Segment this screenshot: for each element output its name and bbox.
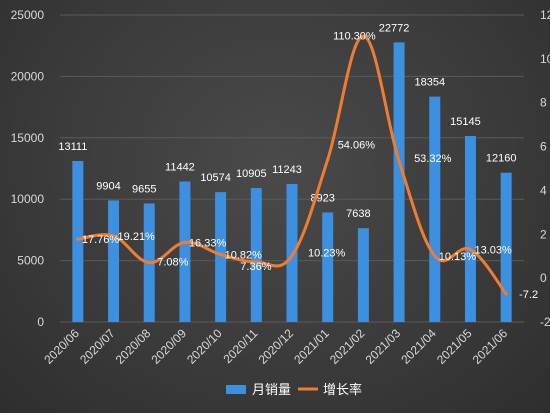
bar — [72, 160, 84, 322]
line-value-label: 110.30% — [333, 30, 376, 42]
bar-value-label: 11442 — [165, 161, 195, 173]
x-axis-tick-label: 2021/03 — [363, 326, 404, 367]
bar — [215, 192, 227, 322]
line-value-label: 7.08% — [157, 257, 188, 269]
line-value-label: 10.13% — [439, 251, 477, 263]
line-value-label: -7.2 — [519, 289, 538, 301]
x-axis-tick-label: 2020/10 — [184, 326, 225, 367]
line-point — [468, 247, 473, 252]
line-point — [111, 234, 116, 238]
bar — [464, 136, 476, 322]
line-value-label: 17.76% — [82, 234, 120, 246]
bar — [393, 42, 405, 323]
bar-value-label: 11243 — [272, 164, 302, 176]
line-point — [397, 159, 401, 163]
right-axis-tick-label: 8 — [540, 96, 547, 110]
x-axis-tick-label: 2021/02 — [327, 326, 368, 367]
legend-label-line: 增长率 — [323, 382, 362, 397]
line-value-label: 16.33% — [189, 237, 227, 249]
right-axis-ticks: -2 0 2 4 6 8 10 12 — [540, 8, 550, 329]
x-axis-tick-label: 2020/11 — [220, 326, 260, 366]
line-point — [504, 292, 508, 296]
bar — [322, 212, 334, 322]
left-axis-ticks: 0 5000 10000 15000 20000 25000 — [11, 8, 45, 329]
left-axis-tick-label: 20000 — [11, 69, 45, 83]
right-axis-tick-label: 6 — [540, 140, 547, 154]
line-point — [219, 252, 223, 257]
legend-label-bar: 月销量 — [252, 382, 291, 397]
line-value-label: 10.82% — [225, 249, 263, 261]
line-point — [433, 254, 437, 258]
right-axis-tick-label: 4 — [540, 183, 547, 197]
left-axis-tick-label: 0 — [37, 315, 44, 329]
bar-value-label: 9655 — [132, 183, 156, 195]
left-axis-tick-label: 15000 — [11, 131, 45, 145]
line-point — [183, 240, 187, 244]
growth-rate-line — [76, 34, 508, 296]
left-axis-tick-label: 5000 — [17, 254, 44, 268]
right-axis-tick-label: 2 — [540, 227, 547, 241]
legend: 月销量 增长率 — [226, 382, 362, 397]
bar-value-label: 7638 — [346, 208, 370, 220]
bar-series — [72, 42, 512, 323]
bar-value-label: 10574 — [200, 172, 231, 184]
bar — [357, 228, 369, 322]
x-axis-tick-label: 2021/05 — [434, 326, 475, 367]
x-axis-tick-label: 2020/07 — [77, 326, 118, 367]
bar-value-label: 18354 — [414, 77, 445, 89]
bar — [286, 183, 298, 322]
bar-value-label: 13111 — [58, 141, 87, 153]
line-value-label: 7.36% — [240, 261, 271, 273]
bar — [429, 96, 441, 322]
bar-value-label: 15145 — [450, 116, 481, 128]
line-value-label: 13.03% — [474, 245, 512, 257]
x-axis-ticks: 2020/062020/072020/082020/092020/102020/… — [41, 326, 510, 367]
line-point — [290, 254, 294, 258]
line-point — [254, 260, 258, 264]
left-axis-tick-label: 25000 — [11, 8, 45, 22]
x-axis-tick-label: 2020/06 — [41, 326, 82, 367]
line-value-label: 10.23% — [308, 248, 346, 260]
bar — [500, 172, 512, 322]
x-axis-tick-label: 2021/01 — [291, 326, 332, 367]
bar — [250, 188, 262, 322]
line-value-label: 19.21% — [118, 231, 156, 243]
x-axis-tick-label: 2020/09 — [148, 326, 189, 367]
right-axis-tick-label: 12 — [540, 8, 550, 22]
bar-value-label: 10905 — [236, 168, 267, 180]
line-value-labels: 17.76%19.21% 7.08%16.33%10.82%7.36% 10.23%… — [82, 30, 538, 301]
bar-value-label: 9904 — [96, 180, 120, 192]
bar — [108, 200, 120, 322]
legend-swatch-bar — [226, 385, 246, 394]
line-point — [76, 237, 80, 241]
x-axis-tick-label: 2020/08 — [113, 326, 154, 367]
bar — [179, 181, 191, 322]
line-point — [326, 157, 330, 162]
line-series — [76, 34, 508, 296]
right-axis-tick-label: 10 — [540, 52, 550, 66]
x-axis-tick-label: 2021/06 — [470, 326, 511, 367]
line-value-label: 54.06% — [338, 140, 376, 152]
bar-value-label: 22772 — [379, 22, 410, 34]
bar-value-label: 12160 — [486, 153, 517, 165]
x-axis-tick-label: 2021/04 — [398, 326, 439, 367]
line-point — [361, 34, 365, 38]
left-axis-tick-label: 10000 — [11, 192, 45, 206]
line-value-label: 53.32% — [414, 153, 452, 165]
x-axis-tick-label: 2020/12 — [256, 326, 297, 367]
right-axis-tick-label: 0 — [540, 271, 547, 285]
right-axis-tick-label: -2 — [540, 315, 550, 329]
line-point — [147, 261, 151, 265]
